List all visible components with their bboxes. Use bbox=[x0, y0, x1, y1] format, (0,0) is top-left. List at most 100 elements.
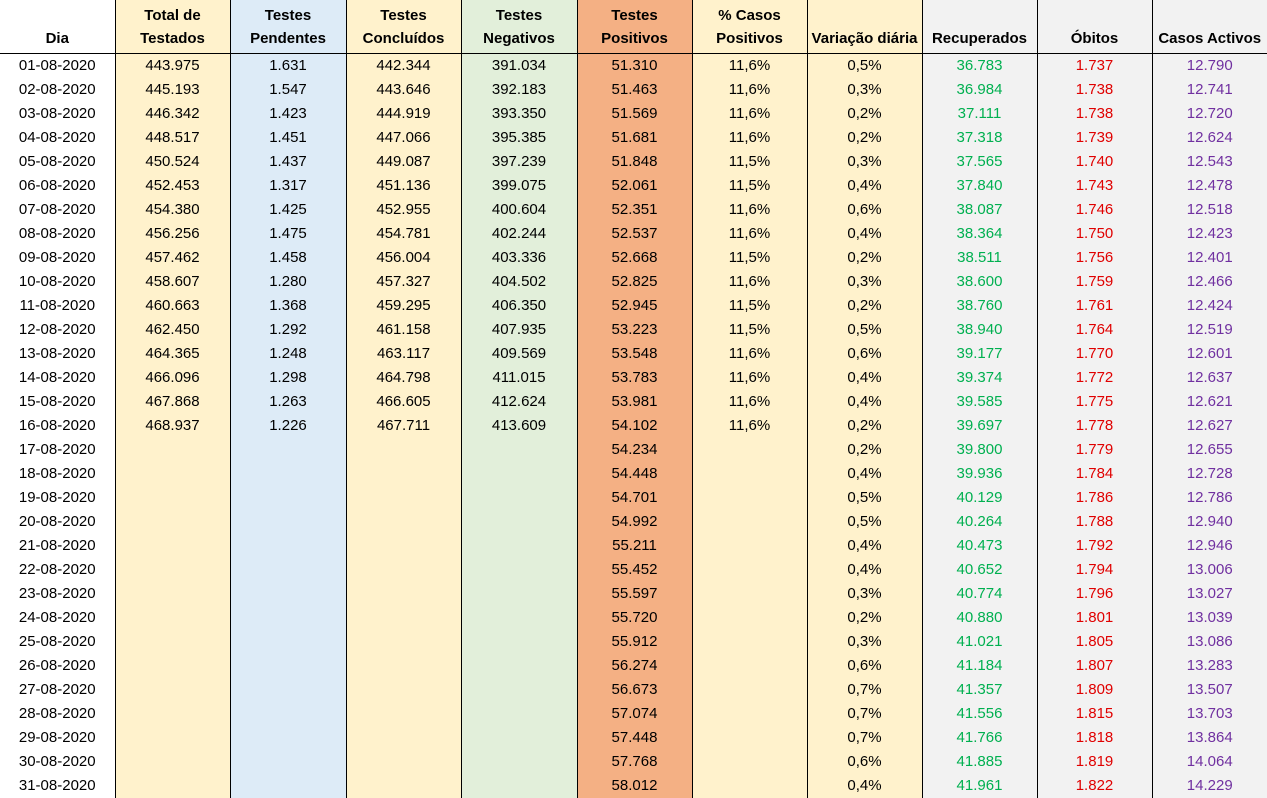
cell[interactable]: 0,4% bbox=[807, 534, 922, 558]
cell[interactable] bbox=[461, 486, 577, 510]
cell[interactable]: 411.015 bbox=[461, 366, 577, 390]
cell[interactable]: 14.064 bbox=[1152, 750, 1267, 774]
cell[interactable] bbox=[115, 726, 230, 750]
cell[interactable]: 1.818 bbox=[1037, 726, 1152, 750]
cell[interactable] bbox=[692, 438, 807, 462]
cell[interactable]: 444.919 bbox=[346, 102, 461, 126]
cell[interactable]: 19-08-2020 bbox=[0, 486, 115, 510]
cell[interactable]: 397.239 bbox=[461, 150, 577, 174]
cell[interactable]: 39.800 bbox=[922, 438, 1037, 462]
cell[interactable]: 1.778 bbox=[1037, 414, 1152, 438]
cell[interactable]: 1.298 bbox=[230, 366, 346, 390]
cell[interactable] bbox=[346, 510, 461, 534]
cell[interactable]: 58.012 bbox=[577, 774, 692, 798]
cell[interactable] bbox=[461, 654, 577, 678]
cell[interactable]: 1.368 bbox=[230, 294, 346, 318]
cell[interactable]: 12.621 bbox=[1152, 390, 1267, 414]
column-header[interactable]: Óbitos bbox=[1037, 0, 1152, 54]
cell[interactable] bbox=[346, 678, 461, 702]
cell[interactable]: 0,2% bbox=[807, 438, 922, 462]
cell[interactable]: 12.423 bbox=[1152, 222, 1267, 246]
cell[interactable]: 452.453 bbox=[115, 174, 230, 198]
cell[interactable] bbox=[692, 606, 807, 630]
cell[interactable]: 40.880 bbox=[922, 606, 1037, 630]
cell[interactable]: 37.840 bbox=[922, 174, 1037, 198]
cell[interactable]: 0,6% bbox=[807, 342, 922, 366]
cell[interactable]: 1.815 bbox=[1037, 702, 1152, 726]
cell[interactable] bbox=[346, 606, 461, 630]
cell[interactable]: 395.385 bbox=[461, 126, 577, 150]
cell[interactable]: 1.788 bbox=[1037, 510, 1152, 534]
cell[interactable]: 52.825 bbox=[577, 270, 692, 294]
cell[interactable] bbox=[692, 558, 807, 582]
cell[interactable]: 0,3% bbox=[807, 582, 922, 606]
cell[interactable]: 25-08-2020 bbox=[0, 630, 115, 654]
cell[interactable]: 1.746 bbox=[1037, 198, 1152, 222]
cell[interactable]: 13-08-2020 bbox=[0, 342, 115, 366]
cell[interactable] bbox=[692, 486, 807, 510]
cell[interactable]: 41.961 bbox=[922, 774, 1037, 798]
cell[interactable]: 04-08-2020 bbox=[0, 126, 115, 150]
cell[interactable]: 41.556 bbox=[922, 702, 1037, 726]
cell[interactable] bbox=[230, 510, 346, 534]
cell[interactable]: 12.940 bbox=[1152, 510, 1267, 534]
cell[interactable] bbox=[230, 654, 346, 678]
cell[interactable]: 21-08-2020 bbox=[0, 534, 115, 558]
cell[interactable]: 0,5% bbox=[807, 318, 922, 342]
cell[interactable]: 391.034 bbox=[461, 54, 577, 79]
cell[interactable]: 0,4% bbox=[807, 366, 922, 390]
cell[interactable]: 1.248 bbox=[230, 342, 346, 366]
cell[interactable]: 0,4% bbox=[807, 222, 922, 246]
cell[interactable]: 461.158 bbox=[346, 318, 461, 342]
cell[interactable]: 1.226 bbox=[230, 414, 346, 438]
cell[interactable] bbox=[115, 702, 230, 726]
cell[interactable] bbox=[230, 558, 346, 582]
cell[interactable]: 1.809 bbox=[1037, 678, 1152, 702]
cell[interactable] bbox=[461, 438, 577, 462]
cell[interactable]: 30-08-2020 bbox=[0, 750, 115, 774]
cell[interactable]: 406.350 bbox=[461, 294, 577, 318]
cell[interactable]: 11,5% bbox=[692, 246, 807, 270]
cell[interactable]: 0,2% bbox=[807, 126, 922, 150]
cell[interactable]: 456.004 bbox=[346, 246, 461, 270]
cell[interactable]: 11,6% bbox=[692, 222, 807, 246]
cell[interactable]: 1.263 bbox=[230, 390, 346, 414]
column-header[interactable]: Testes Concluídos bbox=[346, 0, 461, 54]
cell[interactable] bbox=[461, 774, 577, 798]
cell[interactable]: 26-08-2020 bbox=[0, 654, 115, 678]
cell[interactable]: 1.761 bbox=[1037, 294, 1152, 318]
cell[interactable]: 36.783 bbox=[922, 54, 1037, 79]
cell[interactable]: 14.229 bbox=[1152, 774, 1267, 798]
cell[interactable]: 11,6% bbox=[692, 78, 807, 102]
cell[interactable]: 1.756 bbox=[1037, 246, 1152, 270]
cell[interactable]: 57.074 bbox=[577, 702, 692, 726]
cell[interactable]: 404.502 bbox=[461, 270, 577, 294]
cell[interactable]: 464.365 bbox=[115, 342, 230, 366]
cell[interactable]: 02-08-2020 bbox=[0, 78, 115, 102]
cell[interactable]: 53.981 bbox=[577, 390, 692, 414]
cell[interactable]: 12.518 bbox=[1152, 198, 1267, 222]
cell[interactable] bbox=[115, 462, 230, 486]
cell[interactable]: 54.102 bbox=[577, 414, 692, 438]
cell[interactable]: 466.096 bbox=[115, 366, 230, 390]
cell[interactable]: 17-08-2020 bbox=[0, 438, 115, 462]
cell[interactable]: 12.655 bbox=[1152, 438, 1267, 462]
cell[interactable] bbox=[346, 750, 461, 774]
cell[interactable]: 55.211 bbox=[577, 534, 692, 558]
cell[interactable]: 11,6% bbox=[692, 414, 807, 438]
cell[interactable]: 52.351 bbox=[577, 198, 692, 222]
cell[interactable] bbox=[461, 558, 577, 582]
cell[interactable]: 1.425 bbox=[230, 198, 346, 222]
cell[interactable]: 0,7% bbox=[807, 702, 922, 726]
cell[interactable] bbox=[115, 558, 230, 582]
cell[interactable]: 0,2% bbox=[807, 414, 922, 438]
cell[interactable]: 11,5% bbox=[692, 174, 807, 198]
cell[interactable]: 0,3% bbox=[807, 150, 922, 174]
cell[interactable]: 463.117 bbox=[346, 342, 461, 366]
cell[interactable]: 1.805 bbox=[1037, 630, 1152, 654]
cell[interactable]: 454.781 bbox=[346, 222, 461, 246]
cell[interactable] bbox=[692, 702, 807, 726]
cell[interactable]: 467.868 bbox=[115, 390, 230, 414]
cell[interactable]: 52.061 bbox=[577, 174, 692, 198]
cell[interactable]: 41.357 bbox=[922, 678, 1037, 702]
